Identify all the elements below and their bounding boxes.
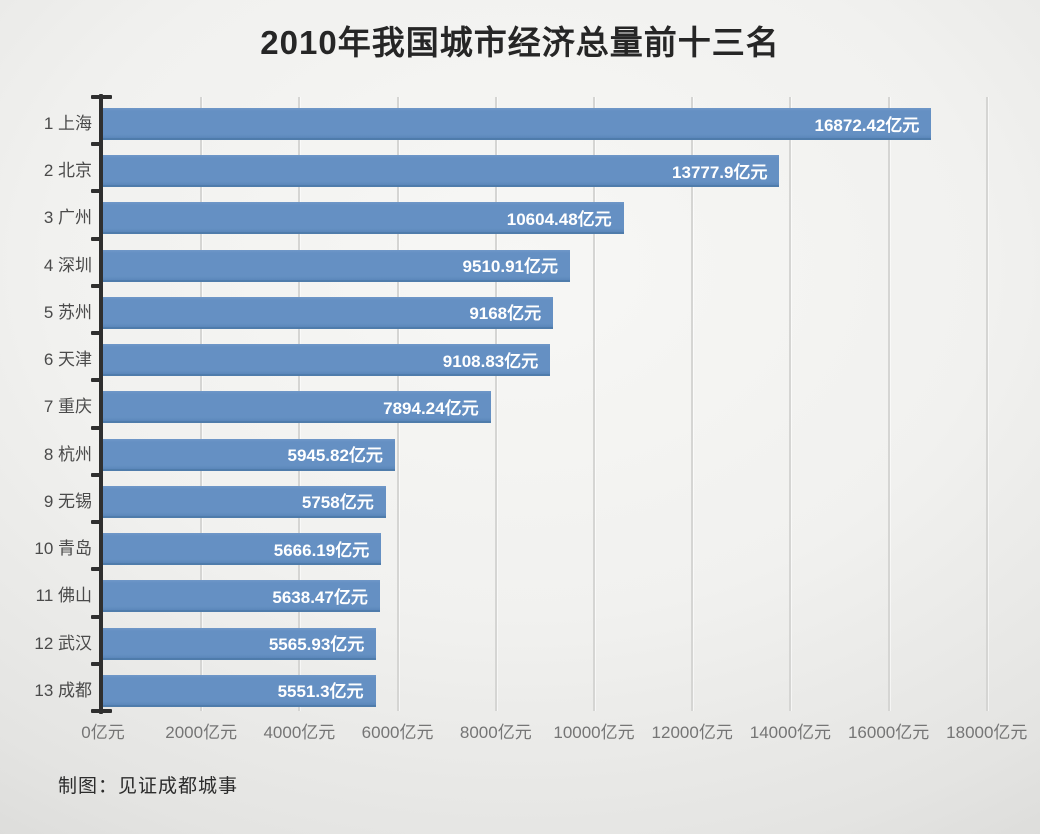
credit-text: 制图：见证成都城事 xyxy=(58,776,239,797)
value-label: 5551.3亿元 xyxy=(277,682,364,702)
bar: 5551.3亿元 xyxy=(103,674,376,707)
y-axis-tick xyxy=(91,614,100,619)
bar-row: 1 上海 16872.42亿元 xyxy=(0,97,1040,144)
bar-row: 4 深圳 9510.91亿元 xyxy=(0,239,1040,286)
value-label: 9510.91亿元 xyxy=(462,257,558,277)
bar-row: 9 无锡 5758亿元 xyxy=(0,475,1040,522)
y-axis-tick xyxy=(91,236,100,241)
value-label: 9168亿元 xyxy=(469,304,542,324)
x-axis-tick-label: 18000亿元 xyxy=(946,723,1028,742)
x-axis-tick-label: 6000亿元 xyxy=(361,723,434,742)
y-axis-tick xyxy=(91,567,100,572)
category-label: 1 上海 xyxy=(43,114,92,133)
value-label: 13777.9亿元 xyxy=(672,162,768,182)
bar: 9108.83亿元 xyxy=(103,344,551,377)
category-label: 10 青岛 xyxy=(34,539,92,559)
x-axis-tick-label: 14000亿元 xyxy=(749,723,832,742)
gridline xyxy=(789,97,792,711)
category-label: 13 成都 xyxy=(34,680,92,700)
bar: 13777.9亿元 xyxy=(103,155,780,188)
bar-row: 10 青岛 5666.19亿元 xyxy=(0,522,1040,569)
value-label: 16872.42亿元 xyxy=(814,115,920,135)
category-label: 9 无锡 xyxy=(43,491,92,511)
category-label: 8 杭州 xyxy=(43,444,92,464)
bar: 10604.48亿元 xyxy=(103,202,624,235)
y-axis-tick xyxy=(91,142,100,147)
x-axis-tick-label: 10000亿元 xyxy=(553,723,635,742)
gridline xyxy=(887,97,890,711)
x-axis-tick-label: 12000亿元 xyxy=(651,723,733,742)
y-axis-tick xyxy=(91,425,100,430)
plot-area: 1 上海 16872.42亿元 2 北京 13777.9亿元 3 广州 10604.48亿… xyxy=(0,94,1040,714)
y-axis-tick xyxy=(91,472,100,477)
bar-row: 5 苏州 9168亿元 xyxy=(0,286,1040,333)
bar-row: 3 广州 10604.48亿元 xyxy=(0,191,1040,238)
bar: 16872.42亿元 xyxy=(103,108,932,140)
category-label: 7 重庆 xyxy=(43,397,92,417)
bar-row: 6 天津 9108.83亿元 xyxy=(0,333,1040,380)
y-axis-tick xyxy=(91,709,112,713)
y-axis-tick xyxy=(91,283,100,288)
category-label: 2 北京 xyxy=(43,161,92,181)
y-axis-tick xyxy=(91,378,100,383)
y-axis-tick xyxy=(91,95,112,99)
bar-row: 8 杭州 5945.82亿元 xyxy=(0,428,1040,475)
value-label: 5565.93亿元 xyxy=(268,635,365,655)
value-label: 5945.82亿元 xyxy=(287,446,383,466)
bar: 7894.24亿元 xyxy=(103,391,491,424)
gridline xyxy=(691,97,694,711)
value-label: 5666.19亿元 xyxy=(273,540,370,560)
y-axis-tick xyxy=(91,661,100,666)
bar: 9510.91亿元 xyxy=(103,249,570,282)
bar: 5666.19亿元 xyxy=(103,533,382,566)
gridline xyxy=(985,97,988,711)
bar: 5758亿元 xyxy=(103,485,386,518)
y-axis-tick xyxy=(91,520,100,525)
bar-row: 2 北京 13777.9亿元 xyxy=(0,144,1040,191)
bar: 5638.47亿元 xyxy=(103,580,380,613)
x-axis-tick-label: 2000亿元 xyxy=(165,723,238,742)
bar: 5565.93亿元 xyxy=(103,627,377,660)
category-label: 6 天津 xyxy=(43,350,92,370)
category-label: 12 武汉 xyxy=(34,633,92,653)
y-axis-tick xyxy=(91,331,100,336)
x-axis-labels: 0亿元 2000亿元 4000亿元 6000亿元 8000亿元 10000亿元 12000亿… xyxy=(0,718,1040,744)
bar: 5945.82亿元 xyxy=(103,438,395,471)
gridline xyxy=(494,97,497,711)
gridline xyxy=(593,97,595,711)
bar-row: 12 武汉 5565.93亿元 xyxy=(0,617,1040,664)
x-axis-tick-label: 8000亿元 xyxy=(459,723,532,742)
value-label: 5638.47亿元 xyxy=(272,587,368,607)
value-label: 7894.24亿元 xyxy=(383,398,479,418)
x-axis-tick-label: 4000亿元 xyxy=(263,723,336,742)
category-label: 11 佛山 xyxy=(35,586,92,606)
category-label: 3 广州 xyxy=(43,208,92,228)
value-label: 5758亿元 xyxy=(301,493,374,513)
value-label: 9108.83亿元 xyxy=(442,351,539,371)
bar: 9168亿元 xyxy=(103,296,554,329)
value-label: 10604.48亿元 xyxy=(506,209,612,229)
category-label: 4 深圳 xyxy=(43,255,92,275)
chart-title: 2010年我国城市经济总量前十三名 xyxy=(260,24,780,61)
bar-row: 11 佛山 5638.47亿元 xyxy=(0,569,1040,616)
bar-row: 7 重庆 7894.24亿元 xyxy=(0,380,1040,427)
y-axis-tick xyxy=(91,189,100,194)
x-axis-tick-label: 16000亿元 xyxy=(847,723,930,742)
category-label: 5 苏州 xyxy=(43,302,92,322)
x-axis-tick-label: 0亿元 xyxy=(81,723,125,742)
bar-row: 13 成都 5551.3亿元 xyxy=(0,664,1040,711)
y-axis-line xyxy=(99,94,103,714)
